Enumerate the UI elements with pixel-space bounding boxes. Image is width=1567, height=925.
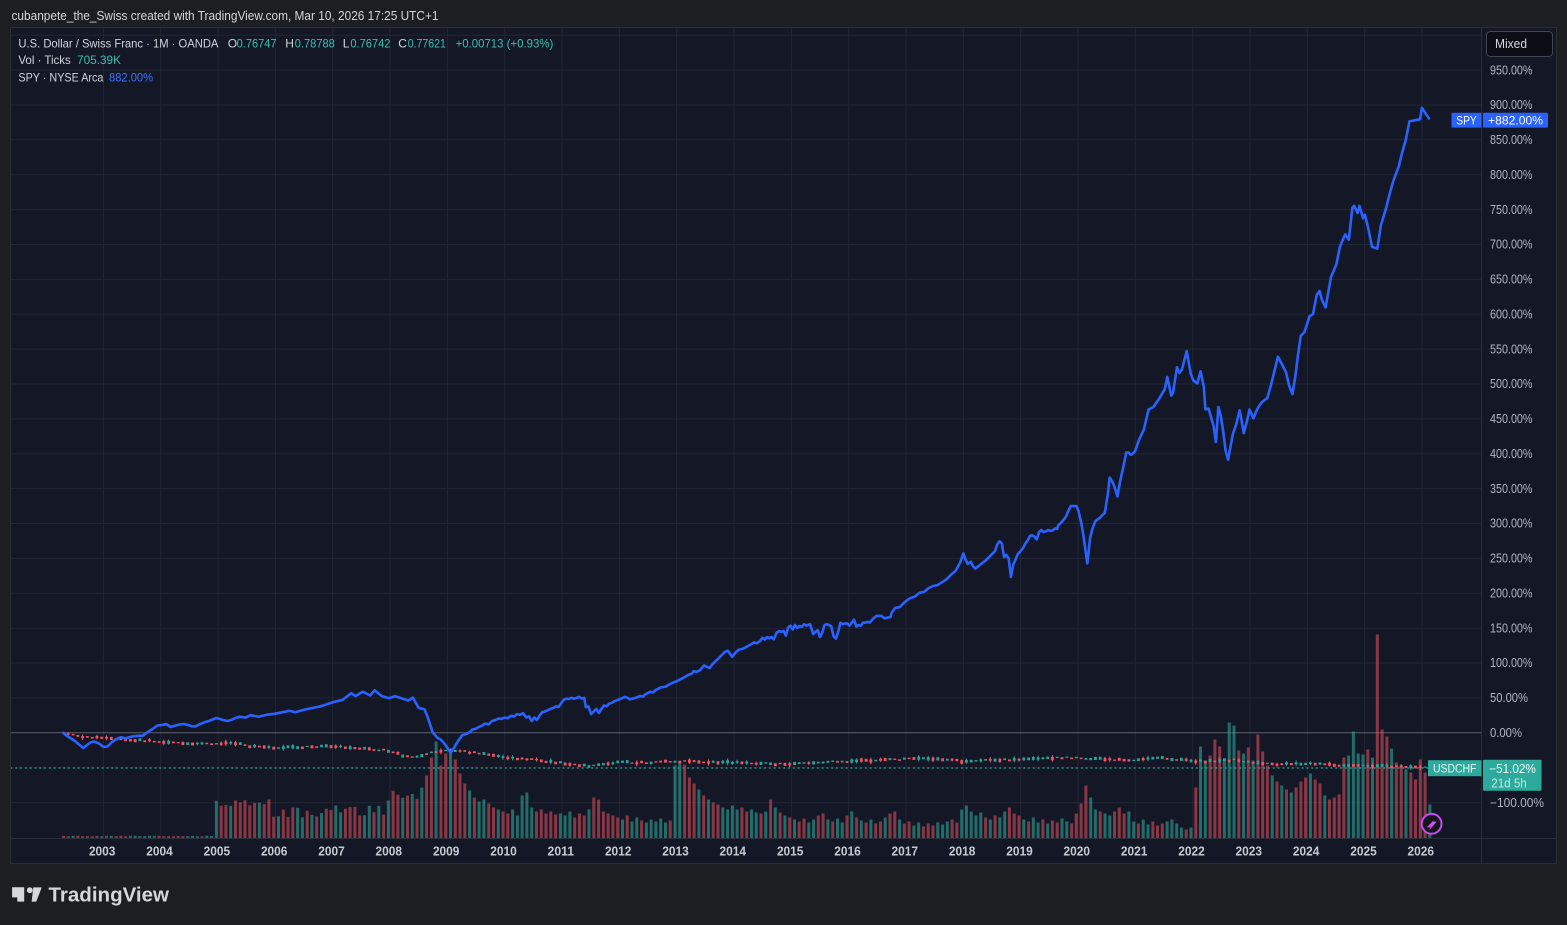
svg-text:450.00%: 450.00% — [1490, 412, 1533, 426]
svg-text:2005: 2005 — [204, 845, 231, 859]
svg-text:2026: 2026 — [1408, 845, 1435, 859]
svg-text:O: O — [228, 36, 237, 50]
svg-text:250.00%: 250.00% — [1490, 552, 1533, 566]
svg-text:650.00%: 650.00% — [1490, 273, 1533, 287]
svg-text:150.00%: 150.00% — [1490, 621, 1533, 635]
svg-text:Vol · Ticks: Vol · Ticks — [18, 53, 70, 67]
svg-text:C: C — [398, 36, 407, 50]
svg-text:850.00%: 850.00% — [1490, 133, 1533, 147]
svg-text:2023: 2023 — [1236, 845, 1263, 859]
svg-text:USDCHF: USDCHF — [1433, 763, 1477, 775]
svg-text:2007: 2007 — [318, 845, 345, 859]
svg-text:2024: 2024 — [1293, 845, 1320, 859]
svg-text:500.00%: 500.00% — [1490, 377, 1533, 391]
svg-text:900.00%: 900.00% — [1490, 98, 1533, 112]
svg-text:700.00%: 700.00% — [1490, 238, 1533, 252]
svg-text:2025: 2025 — [1350, 845, 1377, 859]
svg-text:cubanpete_the_Swiss created wi: cubanpete_the_Swiss created with Trading… — [12, 9, 439, 23]
svg-text:H: H — [285, 36, 294, 50]
svg-text:−51.02%: −51.02% — [1489, 762, 1536, 776]
svg-text:100.00%: 100.00% — [1490, 656, 1533, 670]
svg-text:U.S. Dollar / Swiss Franc · 1M: U.S. Dollar / Swiss Franc · 1M · OANDA — [18, 36, 218, 50]
svg-text:TradingView: TradingView — [49, 884, 170, 907]
svg-text:800.00%: 800.00% — [1490, 168, 1533, 182]
svg-text:2019: 2019 — [1006, 845, 1033, 859]
svg-text:2010: 2010 — [490, 845, 517, 859]
svg-text:0.76742: 0.76742 — [350, 36, 390, 50]
svg-text:200.00%: 200.00% — [1490, 587, 1533, 601]
svg-text:+882.00%: +882.00% — [1488, 115, 1543, 127]
svg-text:+0.00713 (+0.93%): +0.00713 (+0.93%) — [456, 36, 554, 50]
svg-text:0.78788: 0.78788 — [295, 36, 335, 50]
svg-text:50.00%: 50.00% — [1490, 691, 1528, 705]
svg-text:Mixed: Mixed — [1495, 36, 1527, 51]
svg-text:2003: 2003 — [89, 845, 116, 859]
svg-text:300.00%: 300.00% — [1490, 517, 1533, 531]
svg-text:882.00%: 882.00% — [109, 70, 153, 84]
svg-text:0.77621: 0.77621 — [408, 36, 446, 50]
svg-text:400.00%: 400.00% — [1490, 447, 1533, 461]
svg-text:SPY: SPY — [1456, 115, 1477, 127]
svg-text:600.00%: 600.00% — [1490, 307, 1533, 321]
svg-text:2013: 2013 — [662, 845, 689, 859]
svg-text:2022: 2022 — [1178, 845, 1205, 859]
svg-text:750.00%: 750.00% — [1490, 203, 1533, 217]
svg-text:2016: 2016 — [834, 845, 861, 859]
svg-text:2015: 2015 — [777, 845, 804, 859]
svg-text:2008: 2008 — [376, 845, 403, 859]
svg-text:SPY · NYSE Arca: SPY · NYSE Arca — [18, 70, 103, 84]
svg-text:2014: 2014 — [720, 845, 747, 859]
svg-text:2018: 2018 — [949, 845, 976, 859]
svg-text:950.00%: 950.00% — [1490, 63, 1533, 77]
svg-text:550.00%: 550.00% — [1490, 342, 1533, 356]
svg-text:2021: 2021 — [1121, 845, 1148, 859]
svg-text:2020: 2020 — [1064, 845, 1091, 859]
svg-text:350.00%: 350.00% — [1490, 482, 1533, 496]
svg-text:2012: 2012 — [605, 845, 632, 859]
svg-text:2009: 2009 — [433, 845, 460, 859]
svg-text:705.39K: 705.39K — [77, 53, 121, 67]
svg-text:2017: 2017 — [892, 845, 919, 859]
svg-text:21d 5h: 21d 5h — [1491, 776, 1527, 790]
svg-text:2006: 2006 — [261, 845, 288, 859]
svg-text:L: L — [343, 36, 350, 50]
svg-text:0.76747: 0.76747 — [237, 36, 277, 50]
svg-text:2004: 2004 — [146, 845, 173, 859]
svg-text:−100.00%: −100.00% — [1490, 796, 1544, 810]
svg-text:2011: 2011 — [548, 845, 575, 859]
svg-text:0.00%: 0.00% — [1490, 726, 1522, 740]
